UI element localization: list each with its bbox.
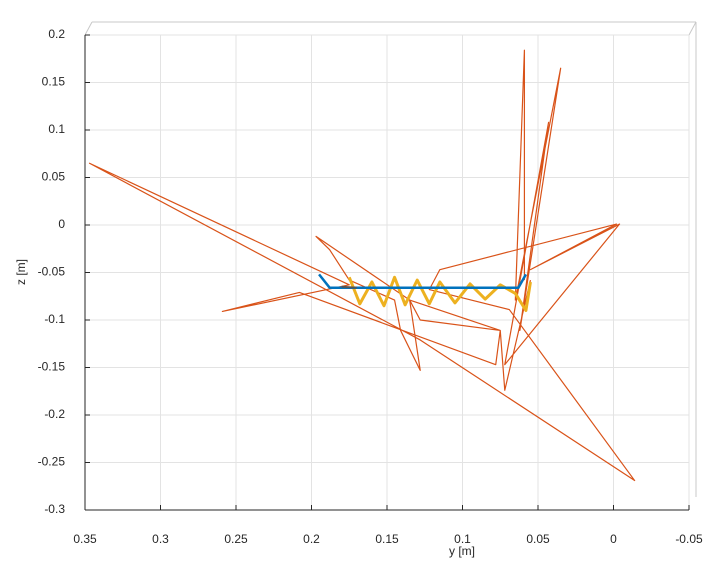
- y-tick-label: 0.05: [42, 170, 66, 184]
- box: [84, 21, 697, 510]
- series-line: [318, 273, 528, 289]
- x-tick-label: 0: [610, 532, 617, 546]
- y-tick-label: 0.2: [48, 27, 65, 41]
- x-tick-label: 0.3: [152, 532, 169, 546]
- y-tick-label: -0.25: [38, 455, 66, 469]
- box-edge: [84, 21, 93, 36]
- x-tick-label: 0.35: [73, 532, 97, 546]
- y-axis-label: z [m]: [14, 259, 28, 285]
- y-tick-label: -0.1: [44, 312, 65, 326]
- y-tick-label: 0: [58, 217, 65, 231]
- series-line: [347, 275, 532, 312]
- x-axis-label: y [m]: [449, 544, 475, 558]
- x-tick-label: -0.05: [675, 532, 703, 546]
- x-tick-label: 0.25: [224, 532, 248, 546]
- series-line: [88, 49, 636, 482]
- x-tick-label: 0.05: [526, 532, 550, 546]
- y-tick-label: -0.2: [44, 407, 65, 421]
- x-tick-label: 0.15: [375, 532, 399, 546]
- box-edge: [688, 21, 697, 36]
- y-tick-label: 0.1: [48, 122, 65, 136]
- x-tick-label: 0.2: [303, 532, 320, 546]
- x-tick-label: 0.1: [454, 532, 471, 546]
- y-tick-label: -0.05: [38, 265, 66, 279]
- y-tick-label: -0.15: [38, 360, 66, 374]
- y-tick-label: -0.3: [44, 502, 65, 516]
- series-line: [341, 285, 357, 289]
- y-tick-label: 0.15: [42, 75, 66, 89]
